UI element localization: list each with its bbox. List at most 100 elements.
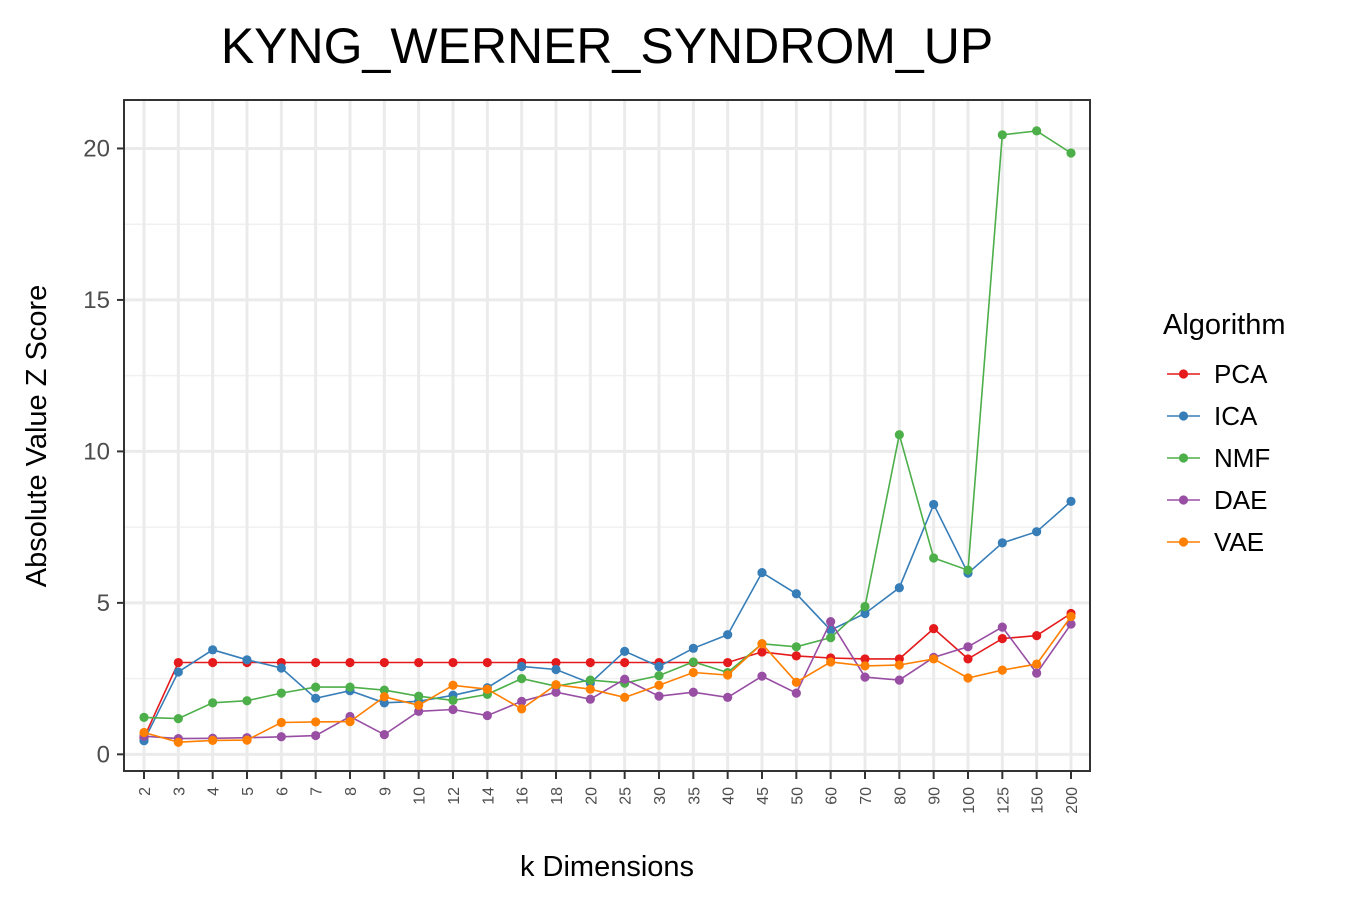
data-point-ica [688, 643, 698, 653]
y-tick-label: 20 [83, 135, 110, 162]
y-tick-label: 5 [97, 590, 110, 617]
data-point-nmf [860, 601, 870, 612]
data-point-pca [345, 657, 355, 668]
x-tick-label: 80 [892, 787, 909, 805]
data-point-dae [620, 674, 630, 684]
legend-label-ica: ICA [1214, 401, 1258, 431]
data-point-pca [551, 657, 561, 668]
series-line-ica [143, 500, 1072, 742]
legend-label-vae: VAE [1214, 527, 1264, 557]
data-point-ica [894, 583, 904, 593]
data-point-vae [173, 737, 183, 747]
data-point-vae [585, 684, 595, 694]
x-tick-label: 4 [206, 787, 223, 796]
data-point-nmf [242, 696, 252, 706]
data-point-pca [448, 657, 458, 668]
data-point-nmf [1032, 126, 1042, 136]
data-point-ica [997, 538, 1007, 548]
data-point-ica [208, 645, 218, 655]
series-line-dae [143, 620, 1072, 740]
x-tick-label: 50 [789, 787, 806, 805]
data-point-ica [654, 661, 664, 672]
x-tick-label: 125 [995, 787, 1012, 814]
data-point-vae [963, 673, 973, 683]
data-point-dae [826, 617, 836, 627]
data-point-dae [585, 694, 595, 704]
x-tick-label: 7 [309, 787, 326, 796]
grid [124, 100, 1090, 771]
data-point-pca [482, 657, 492, 668]
data-point-dae [963, 642, 973, 652]
y-tick-label: 15 [83, 287, 110, 314]
data-point-nmf [688, 657, 698, 667]
x-tick-label: 90 [927, 787, 944, 805]
data-point-dae [791, 688, 801, 698]
series-line-nmf [143, 130, 1072, 720]
data-point-nmf [345, 682, 355, 692]
x-tick-label: 100 [961, 787, 978, 814]
legend-label-pca: PCA [1214, 359, 1268, 389]
data-point-ica [723, 630, 733, 640]
data-point-nmf [585, 675, 595, 685]
data-point-nmf [963, 565, 973, 575]
x-tick-label: 3 [171, 787, 188, 796]
x-tick-label: 200 [1064, 787, 1081, 814]
data-point-pca [1032, 630, 1042, 641]
data-point-vae [757, 639, 767, 649]
x-tick-label: 35 [686, 787, 703, 805]
x-tick-label: 14 [480, 787, 497, 805]
data-point-ica [242, 655, 252, 665]
data-point-vae [242, 735, 252, 745]
data-point-dae [688, 687, 698, 697]
data-point-pca [585, 657, 595, 668]
data-point-dae [997, 622, 1007, 632]
data-point-dae [654, 691, 664, 701]
x-tick-label: 8 [343, 787, 360, 796]
data-point-vae [482, 684, 492, 694]
data-point-nmf [173, 713, 183, 724]
data-point-dae [551, 687, 561, 697]
data-point-ica [276, 663, 286, 673]
data-point-vae [208, 735, 218, 746]
data-point-vae [654, 680, 664, 690]
x-tick-label: 20 [583, 787, 600, 805]
data-point-ica [860, 608, 870, 619]
data-point-pca [173, 657, 183, 668]
data-point-ica [551, 664, 561, 675]
x-tick-label: 45 [755, 787, 772, 805]
data-point-pca [929, 624, 939, 634]
x-tick-label: 18 [549, 787, 566, 805]
data-point-vae [414, 700, 424, 710]
data-point-vae [620, 692, 630, 702]
data-point-vae [723, 670, 733, 680]
data-point-dae [276, 732, 286, 742]
data-point-ica [791, 589, 801, 599]
x-tick-label: 6 [274, 787, 291, 796]
data-point-vae [379, 692, 389, 702]
data-point-nmf [1066, 148, 1076, 158]
x-axis: 2 3 4 5 6 7 8 9 10 12 14 16 18 20 25 30 35 40 45 50 60 70 80 90… [137, 771, 1081, 814]
data-point-ica [1032, 527, 1042, 537]
data-point-ica [929, 499, 939, 510]
data-point-dae [894, 675, 904, 685]
series-line-pca [143, 612, 1072, 739]
legend-key-point-nmf [1178, 453, 1189, 463]
x-tick-label: 12 [446, 787, 463, 805]
data-point-vae [860, 661, 870, 671]
legend-key-point-dae [1178, 495, 1189, 505]
data-point-dae [1032, 668, 1042, 678]
data-point-ica [620, 646, 630, 656]
data-point-pca [311, 657, 321, 668]
data-point-vae [826, 657, 836, 667]
data-point-dae [448, 704, 458, 715]
x-tick-label: 16 [515, 787, 532, 805]
data-point-vae [551, 680, 561, 690]
plot-panel-border [123, 99, 1091, 772]
x-tick-label: 25 [618, 787, 635, 805]
x-tick-label: 9 [377, 787, 394, 796]
data-point-pca [620, 657, 630, 668]
legend-title: Algorithm [1163, 309, 1286, 341]
data-point-nmf [139, 712, 149, 722]
data-point-vae [517, 704, 527, 714]
data-point-ica [1066, 496, 1076, 506]
